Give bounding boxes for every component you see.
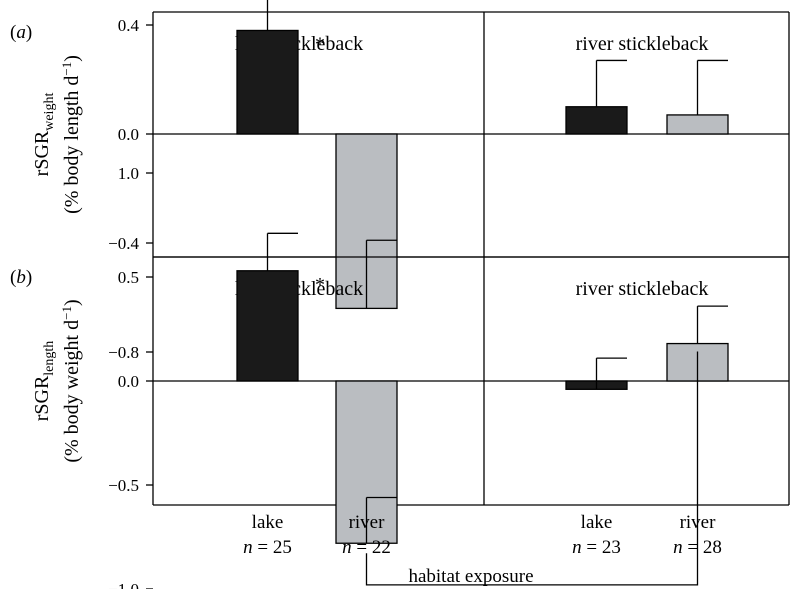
y-tick-label: 0.5 — [118, 268, 139, 287]
n-label: n = 28 — [673, 537, 722, 558]
y-tick-label: −0.4 — [108, 234, 139, 253]
y-axis-units: (% body length d−1) — [59, 55, 83, 214]
n-label: n = 23 — [572, 537, 621, 558]
x-category-label: river — [349, 512, 386, 533]
bar-lake — [236, 29, 299, 135]
y-tick-label: 0.0 — [118, 125, 139, 144]
comparison-bracket — [365, 351, 699, 586]
x-axis-title: habitat exposure — [408, 566, 533, 587]
group-title: river stickleback — [576, 33, 709, 55]
significance-star: * — [315, 274, 325, 296]
n-label: n = 22 — [342, 537, 391, 558]
group-title: river stickleback — [576, 278, 709, 300]
x-category-label: lake — [252, 512, 284, 533]
n-label: n = 25 — [243, 537, 292, 558]
panel-label: (a) — [10, 22, 32, 43]
y-tick-label: −1.0 — [108, 580, 139, 589]
y-tick-label: 1.0 — [118, 164, 139, 183]
x-category-label: lake — [581, 512, 613, 533]
y-axis-units: (% body weight d−1) — [59, 299, 83, 462]
y-axis-title: rSGRlength — [31, 341, 57, 422]
bar-lake — [236, 270, 299, 382]
x-category-label: river — [680, 512, 717, 533]
panel-label: (b) — [10, 267, 32, 288]
y-axis-title: rSGRweight — [31, 93, 57, 177]
significance-star: * — [315, 33, 325, 55]
y-tick-label: −0.5 — [108, 476, 139, 495]
y-tick-label: 0.4 — [118, 16, 140, 35]
y-tick-label: 0.0 — [118, 372, 139, 391]
bar-lake — [565, 106, 628, 135]
y-tick-label: −0.8 — [108, 343, 139, 362]
bar-river — [666, 114, 729, 135]
